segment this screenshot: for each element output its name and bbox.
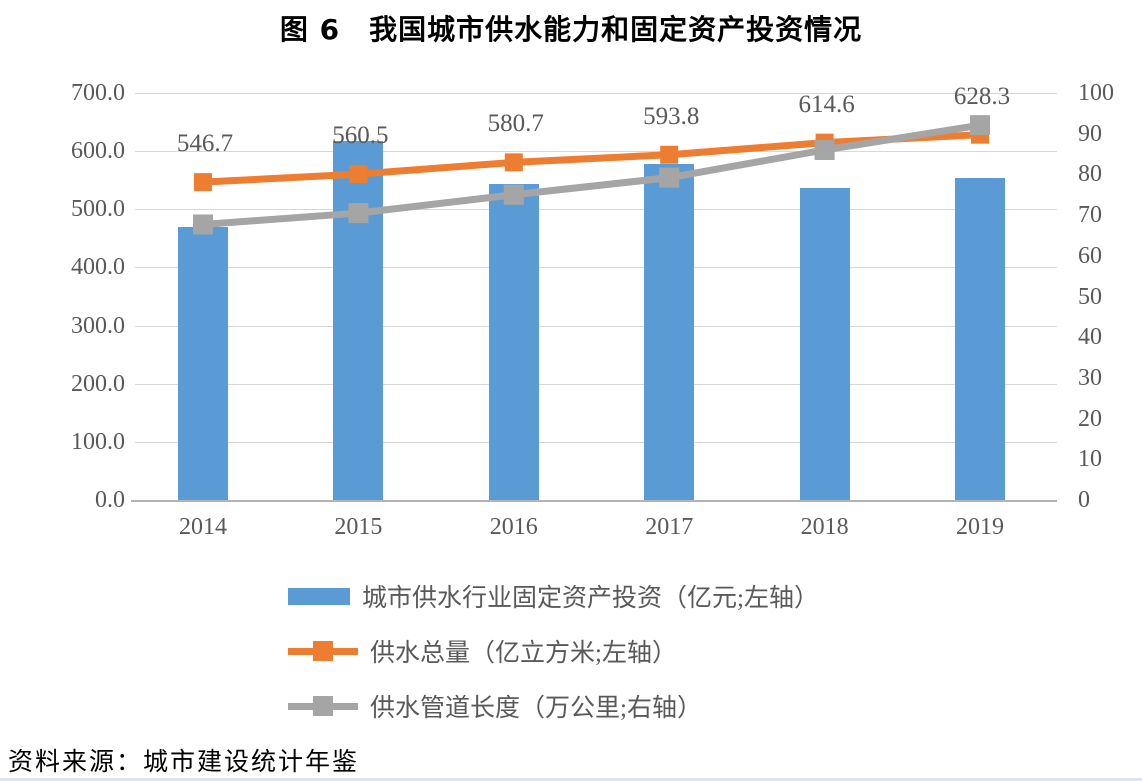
right-axis-tick: 70 [1078, 202, 1102, 229]
legend-label-water-supply: 供水总量（亿立方米;左轴） [370, 640, 677, 667]
source-note: 资料来源：城市建设统计年鉴 [8, 749, 360, 776]
left-axis-tick: 0.0 [95, 487, 125, 513]
legend-label-pipeline: 供水管道长度（万公里;右轴） [370, 695, 702, 722]
gridline [135, 267, 1057, 269]
pipeline-marker-2016 [503, 184, 524, 205]
water-supply-marker-2014 [194, 173, 212, 192]
right-axis-tick: 30 [1078, 364, 1102, 391]
right-axis-tick: 90 [1078, 120, 1102, 147]
right-axis-tick: 60 [1078, 242, 1102, 269]
right-axis-tick: 80 [1078, 161, 1102, 188]
right-axis-tick: 20 [1078, 405, 1102, 432]
data-label-2014: 546.7 [176, 130, 234, 158]
bottom-divider [0, 778, 1142, 781]
data-label-2019: 628.3 [953, 82, 1011, 110]
right-axis-tick: 50 [1078, 283, 1102, 310]
left-axis-tick: 300.0 [71, 312, 125, 339]
right-axis-tick: 40 [1078, 324, 1102, 351]
left-axis-tick: 100.0 [71, 428, 125, 455]
data-label-2017: 593.8 [643, 102, 700, 130]
x-axis-label: 2017 [645, 514, 694, 540]
gray-square-marker-icon [313, 696, 333, 716]
gridline [135, 209, 1057, 211]
water-supply-marker-2015 [349, 165, 368, 184]
x-axis-label: 2015 [334, 514, 383, 540]
water-supply-line [202, 131, 981, 186]
pipeline-marker-2018 [814, 139, 835, 160]
data-label-2015: 560.5 [332, 122, 389, 150]
pipeline-line [202, 121, 981, 228]
right-axis-tick: 0 [1078, 487, 1090, 513]
x-axis-label: 2019 [956, 514, 1004, 540]
legend-bar-swatch-icon [288, 587, 350, 605]
bar-2016 [488, 184, 539, 500]
x-axis-line [131, 500, 1057, 502]
gridline [135, 93, 1057, 94]
chart-legend: 城市供水行业固定资产投资（亿元;左轴） 供水总量（亿立方米;左轴） 供水管道长度… [288, 578, 819, 724]
orange-square-marker-icon [313, 641, 333, 661]
x-axis-label: 2014 [179, 514, 227, 540]
legend-line-swatch-gray-icon [288, 695, 358, 717]
pipeline-marker-2019 [970, 115, 990, 136]
left-axis-tick: 200.0 [71, 370, 125, 397]
x-axis-label: 2016 [489, 514, 538, 540]
gridline [135, 383, 1057, 385]
gridline [135, 325, 1057, 327]
pipeline-marker-2017 [659, 167, 680, 188]
x-axis-label: 2018 [800, 514, 849, 540]
left-axis-tick: 700.0 [71, 80, 125, 106]
bar-2018 [799, 188, 850, 500]
legend-item-water-supply: 供水总量（亿立方米;左轴） [288, 633, 819, 669]
legend-item-pipeline: 供水管道长度（万公里;右轴） [288, 688, 819, 724]
data-label-2016: 580.7 [487, 110, 544, 138]
bar-2015 [333, 141, 384, 500]
bar-2014 [178, 226, 228, 500]
pipeline-marker-2014 [193, 214, 213, 235]
left-axis-tick: 500.0 [71, 196, 125, 223]
gridline [135, 441, 1057, 443]
legend-item-investment: 城市供水行业固定资产投资（亿元;左轴） [288, 578, 819, 614]
left-axis-tick: 600.0 [71, 138, 125, 165]
legend-label-investment: 城市供水行业固定资产投资（亿元;左轴） [362, 585, 819, 612]
data-label-2018: 614.6 [798, 90, 855, 118]
left-axis-tick: 400.0 [71, 254, 125, 281]
gridline [135, 151, 1057, 153]
right-axis-tick: 100 [1078, 80, 1114, 106]
chart-title: 图 6 我国城市供水能力和固定资产投资情况 [279, 13, 863, 46]
right-axis-tick: 10 [1078, 446, 1102, 473]
legend-line-swatch-orange-icon [288, 640, 358, 662]
bar-2017 [644, 163, 695, 500]
pipeline-marker-2015 [348, 203, 369, 224]
water-supply-marker-2017 [660, 145, 679, 164]
line-series-layer [193, 115, 990, 235]
bar-2019 [955, 178, 1005, 500]
water-supply-marker-2016 [504, 153, 523, 172]
